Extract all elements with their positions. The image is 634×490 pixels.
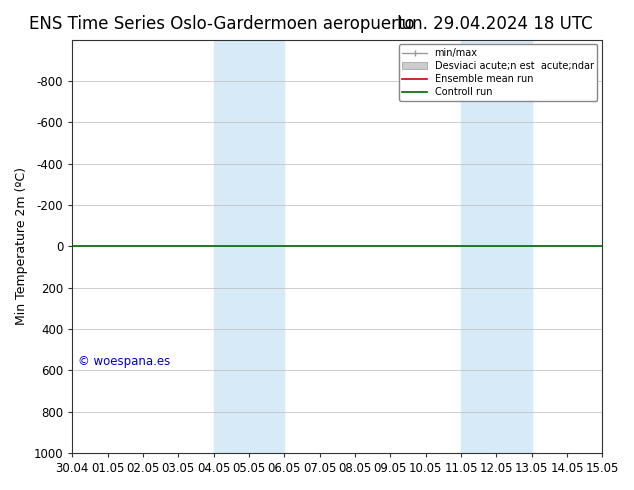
Legend: min/max, Desviaci acute;n est  acute;ndar, Ensemble mean run, Controll run: min/max, Desviaci acute;n est acute;ndar…	[399, 45, 597, 101]
Bar	[214, 40, 249, 453]
Text: © woespana.es: © woespana.es	[77, 355, 170, 368]
Bar	[461, 40, 496, 453]
Text: lun. 29.04.2024 18 UTC: lun. 29.04.2024 18 UTC	[397, 15, 592, 33]
Bar	[249, 40, 284, 453]
Bar	[496, 40, 532, 453]
Text: ENS Time Series Oslo-Gardermoen aeropuerto: ENS Time Series Oslo-Gardermoen aeropuer…	[29, 15, 415, 33]
Y-axis label: Min Temperature 2m (ºC): Min Temperature 2m (ºC)	[15, 167, 28, 325]
